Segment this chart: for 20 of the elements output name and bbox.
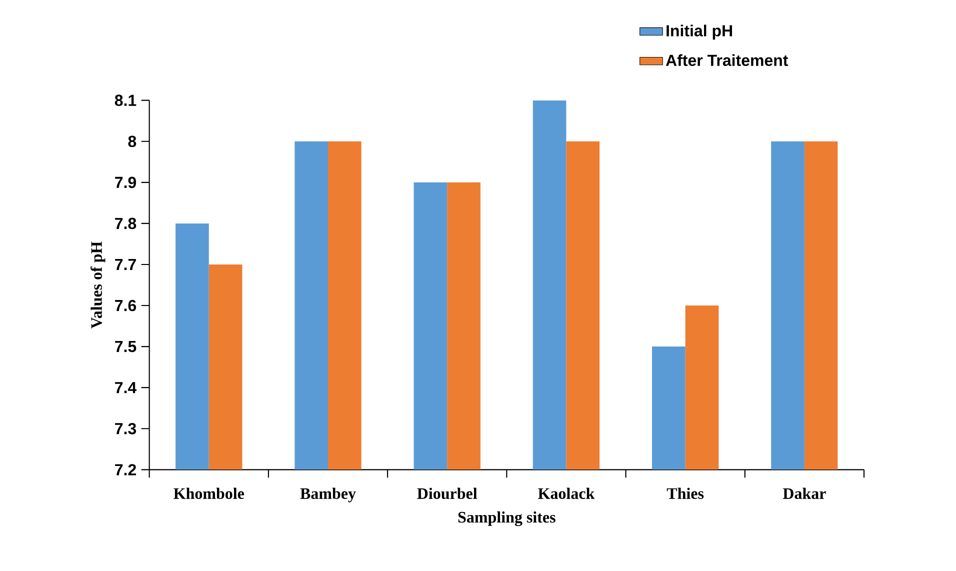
x-tick-label: Diourbel — [417, 488, 478, 499]
y-tick-label: 7.5 — [115, 340, 136, 352]
y-tick-label: 8 — [128, 136, 136, 148]
y-tick-label: 7.8 — [115, 218, 136, 230]
x-axis-title: Sampling sites — [458, 511, 556, 526]
y-tick-label: 7.7 — [115, 258, 136, 270]
x-tick-label: Bambey — [300, 488, 356, 502]
y-tick-label: 7.4 — [115, 382, 137, 394]
legend-label: Initial pH — [666, 24, 732, 40]
x-tick-label: Thies — [666, 488, 704, 499]
x-tick-label: Kaolack — [538, 488, 595, 499]
x-tick-label: Khombole — [174, 488, 244, 499]
x-tick-label: Dakar — [782, 488, 826, 499]
y-tick-label: 7.3 — [115, 422, 136, 434]
y-tick-label: 7.2 — [115, 464, 136, 476]
y-axis-title: Values of pH — [90, 242, 106, 329]
legend-label: After Traitement — [666, 54, 788, 66]
y-tick-label: 7.6 — [115, 300, 136, 312]
y-tick-label: 7.9 — [115, 176, 136, 188]
y-tick-label: 8.1 — [114, 94, 136, 106]
